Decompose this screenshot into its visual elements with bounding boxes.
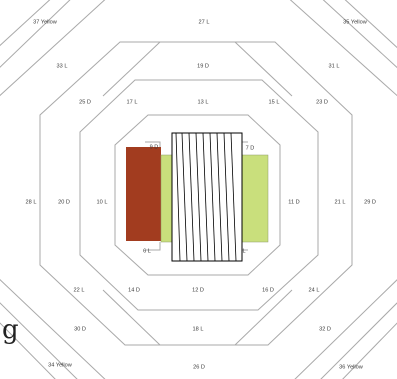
edge-glyph: g bbox=[2, 315, 19, 345]
label-17: 17 L bbox=[127, 99, 138, 105]
label-30: 30 D bbox=[74, 326, 86, 332]
label-13: 13 L bbox=[198, 99, 209, 105]
lime-block-right bbox=[239, 154, 269, 243]
label-15: 15 L bbox=[269, 99, 280, 105]
label-28: 28 L bbox=[26, 199, 37, 205]
lime-block-left bbox=[160, 154, 174, 243]
label-36: 36 Yellow bbox=[339, 364, 364, 370]
band-3 bbox=[79, 79, 319, 311]
label-21: 21 L bbox=[335, 199, 346, 205]
label-20: 20 D bbox=[58, 199, 70, 205]
label-37: 37 Yellow bbox=[33, 19, 58, 25]
label-12: 12 D bbox=[192, 287, 204, 293]
band-2 bbox=[39, 41, 353, 346]
label-27: 27 L bbox=[199, 19, 210, 25]
label-16: 16 D bbox=[262, 287, 274, 293]
label-7: 7 D bbox=[246, 145, 255, 151]
label-35: 35 Yellow bbox=[343, 19, 368, 25]
label-29: 29 D bbox=[364, 199, 376, 205]
label-32: 32 D bbox=[319, 326, 331, 332]
label-6: 6 L bbox=[143, 248, 151, 254]
label-26: 26 D bbox=[193, 364, 205, 370]
label-11: 11 D bbox=[288, 199, 299, 205]
label-18: 18 L bbox=[193, 326, 204, 332]
label-19: 19 D bbox=[197, 63, 209, 69]
label-14: 14 D bbox=[128, 287, 140, 293]
rust-block bbox=[126, 147, 161, 241]
label-25: 25 D bbox=[79, 99, 91, 105]
label-9: 9 D bbox=[150, 144, 159, 150]
label-22: 22 L bbox=[74, 287, 85, 293]
band-4 bbox=[114, 114, 281, 276]
label-L: L bbox=[242, 248, 245, 254]
label-10: 10 L bbox=[97, 199, 108, 205]
label-31: 31 L bbox=[329, 63, 340, 69]
label-24: 24 L bbox=[309, 287, 320, 293]
piece-labels: 37 Yellow 27 L 35 Yellow 33 L 19 D 31 L … bbox=[26, 19, 376, 370]
label-23: 23 D bbox=[316, 99, 328, 105]
label-34: 34 Yellow bbox=[48, 362, 73, 368]
striped-center bbox=[171, 132, 243, 262]
label-33: 33 L bbox=[57, 63, 68, 69]
